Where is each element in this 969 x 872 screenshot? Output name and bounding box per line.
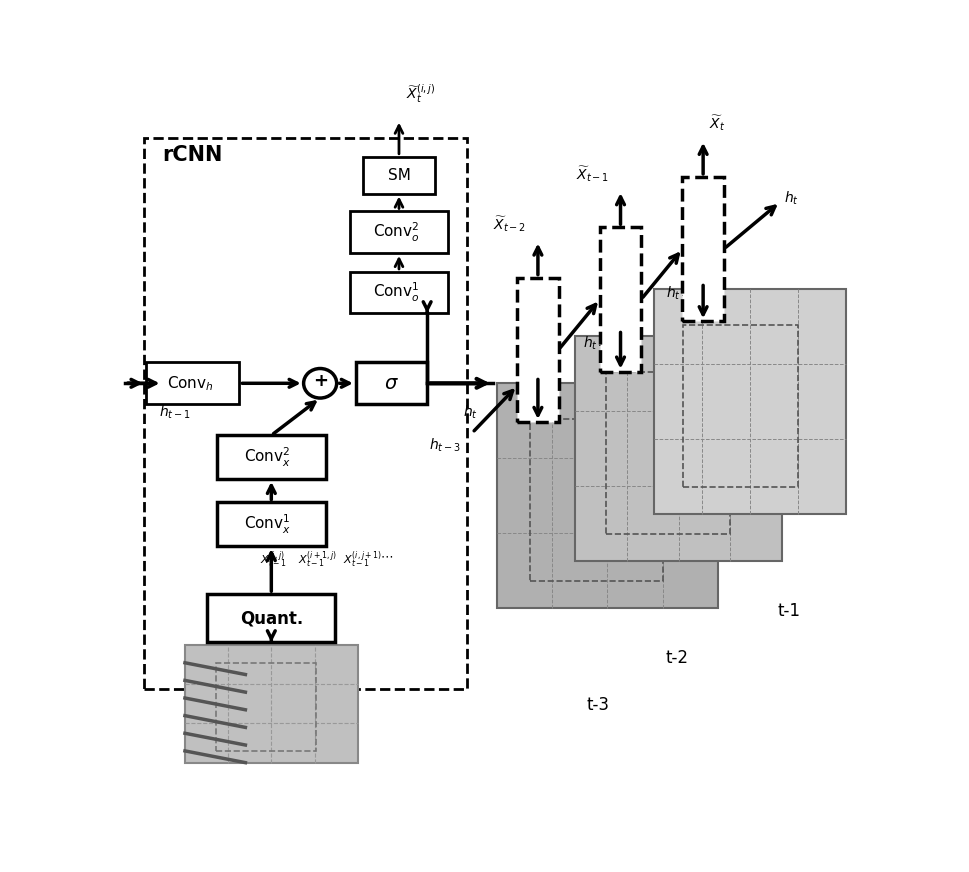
Text: Quant.: Quant. [239,610,303,627]
Text: $X_{t-1}^{(i,j)}$: $X_{t-1}^{(i,j)}$ [260,549,287,570]
Text: rCNN: rCNN [163,145,223,165]
Text: Conv$_x^1$: Conv$_x^1$ [244,513,291,536]
Bar [216,663,316,751]
Circle shape [303,369,336,398]
Text: $\widetilde{X}_t^{(i,j)}$: $\widetilde{X}_t^{(i,j)}$ [407,83,436,106]
Bar [350,272,448,313]
Text: Conv$_h$: Conv$_h$ [167,374,213,392]
Bar [530,419,663,582]
Text: Conv$_o^1$: Conv$_o^1$ [373,281,421,304]
Text: t-2: t-2 [666,649,688,666]
Text: $\widetilde{X}_{t-1}$: $\widetilde{X}_{t-1}$ [576,164,610,183]
Bar [607,372,731,535]
Text: Conv$_o^2$: Conv$_o^2$ [373,221,421,244]
Text: $h_{t-1}$: $h_{t-1}$ [159,404,191,421]
Text: $X_{t-1}^{(i+1,j)}$: $X_{t-1}^{(i+1,j)}$ [297,549,336,570]
Bar [682,177,724,321]
Bar [576,337,782,562]
Text: $\cdots$: $\cdots$ [380,549,393,562]
Text: $h_{t-3}$: $h_{t-3}$ [429,436,461,453]
Bar [143,138,466,689]
Bar [363,157,435,194]
Bar [207,594,335,643]
Text: $X_{t-1}^{(i,j+1)}$: $X_{t-1}^{(i,j+1)}$ [343,549,382,570]
Bar [600,228,641,371]
Text: $\widetilde{X}_{t-2}$: $\widetilde{X}_{t-2}$ [493,215,527,234]
Text: +: + [313,372,328,391]
Text: t-3: t-3 [586,696,610,713]
Bar [217,435,326,479]
Bar [517,277,558,422]
Text: $h_{t-1}$: $h_{t-1}$ [666,284,698,302]
Bar [356,363,427,404]
Text: $\sigma$: $\sigma$ [384,374,399,392]
Bar [217,502,326,546]
Text: $h_t$: $h_t$ [463,404,478,421]
Bar [350,211,448,253]
Bar [185,645,358,763]
Text: t-1: t-1 [778,602,801,619]
Text: SM: SM [388,167,411,182]
Text: $h_{t-2}$: $h_{t-2}$ [583,335,614,352]
Bar [145,363,239,404]
Text: Conv$_x^2$: Conv$_x^2$ [244,446,291,469]
Bar [654,290,846,514]
Bar [496,384,718,609]
Text: $h_t$: $h_t$ [784,190,798,208]
Text: $\widetilde{X}_t$: $\widetilde{X}_t$ [709,113,726,133]
Bar [683,325,797,487]
